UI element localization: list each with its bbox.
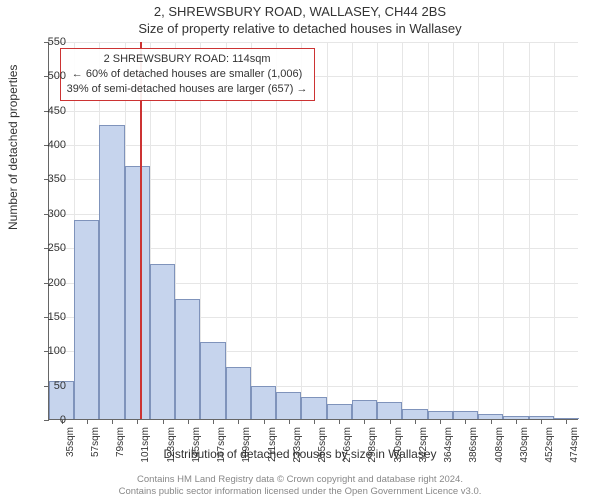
x-tick-mark xyxy=(188,419,189,424)
gridline-vertical xyxy=(503,42,504,419)
x-tick-label: 276sqm xyxy=(342,427,353,463)
x-tick-mark xyxy=(390,419,391,424)
x-tick-mark xyxy=(541,419,542,424)
gridline-horizontal xyxy=(49,111,578,112)
gridline-vertical xyxy=(428,42,429,419)
x-tick-mark xyxy=(238,419,239,424)
y-tick-label: 400 xyxy=(26,139,66,151)
histogram-bar xyxy=(453,411,478,419)
x-tick-label: 211sqm xyxy=(267,427,278,462)
title-address: 2, SHREWSBURY ROAD, WALLASEY, CH44 2BS xyxy=(0,0,600,19)
x-tick-mark xyxy=(289,419,290,424)
footer-line1: Contains HM Land Registry data © Crown c… xyxy=(137,474,463,485)
x-tick-label: 452sqm xyxy=(544,427,555,463)
property-info-box: 2 SHREWSBURY ROAD: 114sqm← 60% of detach… xyxy=(60,48,315,101)
histogram-bar xyxy=(428,411,453,419)
x-tick-label: 57sqm xyxy=(90,427,101,457)
y-tick-label: 500 xyxy=(26,70,66,82)
gridline-vertical xyxy=(554,42,555,419)
x-tick-label: 79sqm xyxy=(115,427,126,457)
x-tick-mark xyxy=(516,419,517,424)
x-tick-label: 408sqm xyxy=(494,427,505,463)
x-tick-mark xyxy=(112,419,113,424)
x-tick-label: 233sqm xyxy=(292,427,303,463)
y-tick-label: 200 xyxy=(26,277,66,289)
histogram-bar xyxy=(200,342,225,419)
x-tick-label: 167sqm xyxy=(216,427,227,463)
x-tick-label: 342sqm xyxy=(418,427,429,463)
x-tick-mark xyxy=(264,419,265,424)
x-tick-mark xyxy=(163,419,164,424)
title-subtitle: Size of property relative to detached ho… xyxy=(0,19,600,36)
histogram-bar xyxy=(226,367,251,419)
x-tick-mark xyxy=(339,419,340,424)
footer-line2: Contains public sector information licen… xyxy=(119,486,482,497)
x-tick-label: 474sqm xyxy=(569,427,580,463)
y-tick-label: 0 xyxy=(26,414,66,426)
histogram-bar xyxy=(74,220,99,419)
histogram-bar xyxy=(251,386,276,419)
info-box-line1: 2 SHREWSBURY ROAD: 114sqm xyxy=(67,52,308,67)
gridline-vertical xyxy=(402,42,403,419)
gridline-horizontal xyxy=(49,42,578,43)
x-tick-label: 35sqm xyxy=(65,427,76,457)
info-box-line2: ← 60% of detached houses are smaller (1,… xyxy=(67,67,308,82)
y-tick-label: 300 xyxy=(26,208,66,220)
x-tick-label: 255sqm xyxy=(317,427,328,463)
x-tick-label: 386sqm xyxy=(468,427,479,463)
gridline-vertical xyxy=(377,42,378,419)
histogram-bar xyxy=(276,392,301,419)
gridline-vertical xyxy=(327,42,328,419)
y-tick-label: 250 xyxy=(26,242,66,254)
x-tick-label: 298sqm xyxy=(367,427,378,463)
chart-container: 2 SHREWSBURY ROAD: 114sqm← 60% of detach… xyxy=(48,42,578,420)
x-tick-mark xyxy=(566,419,567,424)
gridline-vertical xyxy=(529,42,530,419)
histogram-bar xyxy=(377,402,402,419)
histogram-bar xyxy=(301,397,326,419)
x-tick-label: 145sqm xyxy=(191,427,202,463)
x-tick-mark xyxy=(87,419,88,424)
x-tick-label: 320sqm xyxy=(393,427,404,463)
x-tick-label: 189sqm xyxy=(241,427,252,463)
histogram-bar xyxy=(99,125,124,419)
x-tick-label: 101sqm xyxy=(140,427,151,463)
x-tick-mark xyxy=(415,419,416,424)
footer-attribution: Contains HM Land Registry data © Crown c… xyxy=(0,474,600,498)
y-tick-label: 100 xyxy=(26,345,66,357)
y-axis-label: Number of detached properties xyxy=(6,65,20,230)
x-tick-label: 123sqm xyxy=(166,427,177,463)
histogram-bar xyxy=(402,409,427,419)
gridline-horizontal xyxy=(49,145,578,146)
y-tick-label: 150 xyxy=(26,311,66,323)
gridline-vertical xyxy=(478,42,479,419)
x-tick-mark xyxy=(465,419,466,424)
plot-area: 2 SHREWSBURY ROAD: 114sqm← 60% of detach… xyxy=(48,42,578,420)
x-tick-label: 430sqm xyxy=(519,427,530,463)
x-tick-mark xyxy=(314,419,315,424)
x-tick-mark xyxy=(213,419,214,424)
histogram-bar xyxy=(327,404,352,419)
x-tick-mark xyxy=(440,419,441,424)
gridline-vertical xyxy=(352,42,353,419)
histogram-bar xyxy=(352,400,377,419)
x-tick-label: 364sqm xyxy=(443,427,454,463)
gridline-vertical xyxy=(453,42,454,419)
histogram-bar xyxy=(175,299,200,419)
x-tick-mark xyxy=(491,419,492,424)
x-tick-mark xyxy=(137,419,138,424)
y-tick-label: 350 xyxy=(26,173,66,185)
y-tick-label: 50 xyxy=(26,380,66,392)
info-box-line3: 39% of semi-detached houses are larger (… xyxy=(67,82,308,97)
histogram-bar xyxy=(125,166,150,419)
x-tick-mark xyxy=(364,419,365,424)
y-tick-label: 450 xyxy=(26,105,66,117)
y-tick-label: 550 xyxy=(26,36,66,48)
histogram-bar xyxy=(150,264,175,419)
